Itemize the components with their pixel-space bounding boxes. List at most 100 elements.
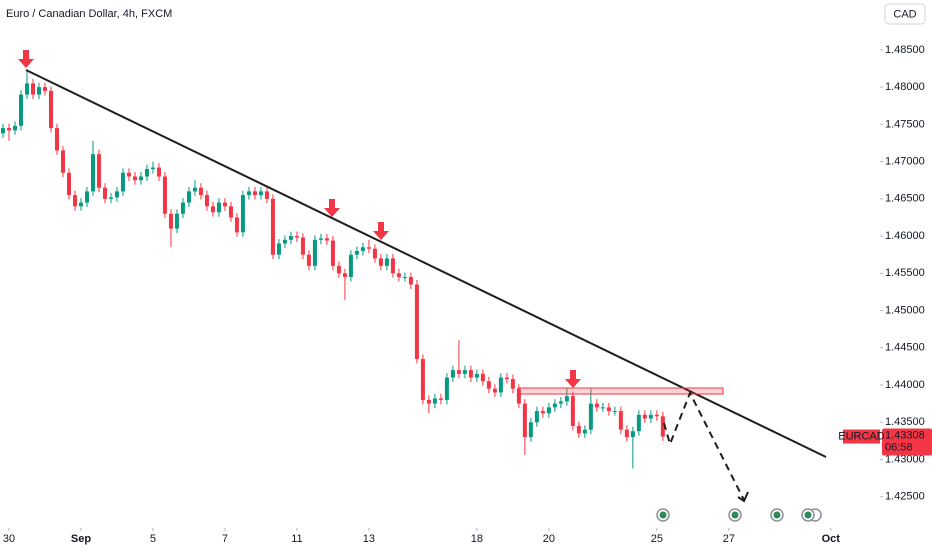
candle-body xyxy=(588,403,593,430)
candle-body xyxy=(576,425,581,434)
arrow xyxy=(565,370,581,388)
x-tick-label: 25 xyxy=(651,533,663,545)
candle-body xyxy=(276,243,281,255)
candle-body xyxy=(246,191,251,196)
arrow xyxy=(18,50,34,68)
candle-body xyxy=(42,87,47,91)
candle-body xyxy=(630,431,635,438)
candle-body xyxy=(348,254,353,278)
candle-body xyxy=(582,429,587,434)
candle-body xyxy=(174,213,179,229)
candle-body xyxy=(102,187,107,199)
candle-body xyxy=(294,236,299,238)
x-tick-label: 11 xyxy=(291,533,302,545)
candle-body xyxy=(252,191,257,196)
candle-body xyxy=(162,176,167,214)
projection xyxy=(663,390,745,501)
candle-body xyxy=(552,403,557,408)
x-tick-label: 20 xyxy=(543,533,555,545)
candle-body xyxy=(360,247,365,251)
event-dot xyxy=(731,511,739,519)
candle-body xyxy=(96,154,101,188)
y-tick-label: 1.43000 xyxy=(885,453,925,465)
candle-body xyxy=(78,202,83,207)
candle-body xyxy=(492,388,497,393)
candle-body xyxy=(30,83,35,95)
price-tag xyxy=(882,428,932,456)
x-tick-label: 13 xyxy=(363,533,375,545)
candle-body xyxy=(144,169,149,177)
candle-body xyxy=(516,388,521,404)
y-tick-label: 1.48500 xyxy=(885,44,925,56)
candle-body xyxy=(48,90,53,129)
candle-body xyxy=(390,258,395,274)
candle-body xyxy=(270,198,275,255)
candle-body xyxy=(168,213,173,229)
currency-button[interactable] xyxy=(884,3,926,25)
candle-body xyxy=(318,238,323,240)
candle-body xyxy=(312,239,317,266)
arrow xyxy=(373,222,389,240)
candle-body xyxy=(510,379,515,389)
candle-body xyxy=(402,277,407,279)
candle-body xyxy=(84,191,89,203)
candle-body xyxy=(450,370,455,378)
candle-body xyxy=(6,128,11,131)
candle-body xyxy=(138,176,143,181)
arrows xyxy=(18,50,581,388)
candle-body xyxy=(150,167,155,170)
symbol-label: EURCAD xyxy=(838,430,885,442)
candle-body xyxy=(216,202,221,213)
candle-body xyxy=(642,414,647,419)
candle-body xyxy=(354,250,359,255)
candle-body xyxy=(36,87,41,95)
x-tick-label: Sep xyxy=(71,533,91,545)
candle-body xyxy=(432,398,437,404)
trendline xyxy=(25,69,827,458)
candle-body xyxy=(498,377,503,393)
candle-body xyxy=(606,407,611,412)
candle-body xyxy=(624,429,629,438)
candle-body xyxy=(198,187,203,196)
y-tick-label: 1.44500 xyxy=(885,342,925,354)
y-tick-label: 1.46000 xyxy=(885,230,925,242)
candle-body xyxy=(66,172,71,196)
candle-body xyxy=(396,273,401,278)
price-label: 1.43308 xyxy=(885,429,925,441)
candle-body xyxy=(180,202,185,214)
candle-body xyxy=(126,172,131,177)
candle-body xyxy=(594,403,599,408)
candle-body xyxy=(378,258,383,266)
candle-body xyxy=(366,247,371,249)
y-tick-label: 1.45000 xyxy=(885,304,925,316)
x-tick-label: 30 xyxy=(3,533,15,545)
y-tick-label: 1.42500 xyxy=(885,491,925,503)
candle-body xyxy=(72,195,77,207)
candle-body xyxy=(282,239,287,244)
candle-body xyxy=(534,411,539,423)
event-dot xyxy=(804,511,812,519)
candle-body xyxy=(648,414,653,419)
currency-label[interactable]: CAD xyxy=(893,8,916,20)
candle-body xyxy=(210,206,215,213)
candle-body xyxy=(384,258,389,266)
candle-body xyxy=(342,273,347,278)
x-tick-label: 7 xyxy=(222,533,228,545)
x-tick-label: 27 xyxy=(723,533,735,545)
candle-body xyxy=(618,411,623,430)
candle-body xyxy=(426,399,431,404)
candle-body xyxy=(474,373,479,378)
candle-body xyxy=(120,172,125,192)
candle-body xyxy=(12,125,17,131)
candle-body xyxy=(462,370,467,374)
candle-body xyxy=(654,414,659,417)
candle-body xyxy=(564,396,569,402)
candle-body xyxy=(456,370,461,374)
candle-body xyxy=(228,206,233,218)
candle-body xyxy=(258,191,263,196)
candle-body xyxy=(240,195,245,233)
countdown: 06:58 xyxy=(885,441,913,453)
candle-body xyxy=(90,154,95,192)
candle-body xyxy=(306,254,311,266)
